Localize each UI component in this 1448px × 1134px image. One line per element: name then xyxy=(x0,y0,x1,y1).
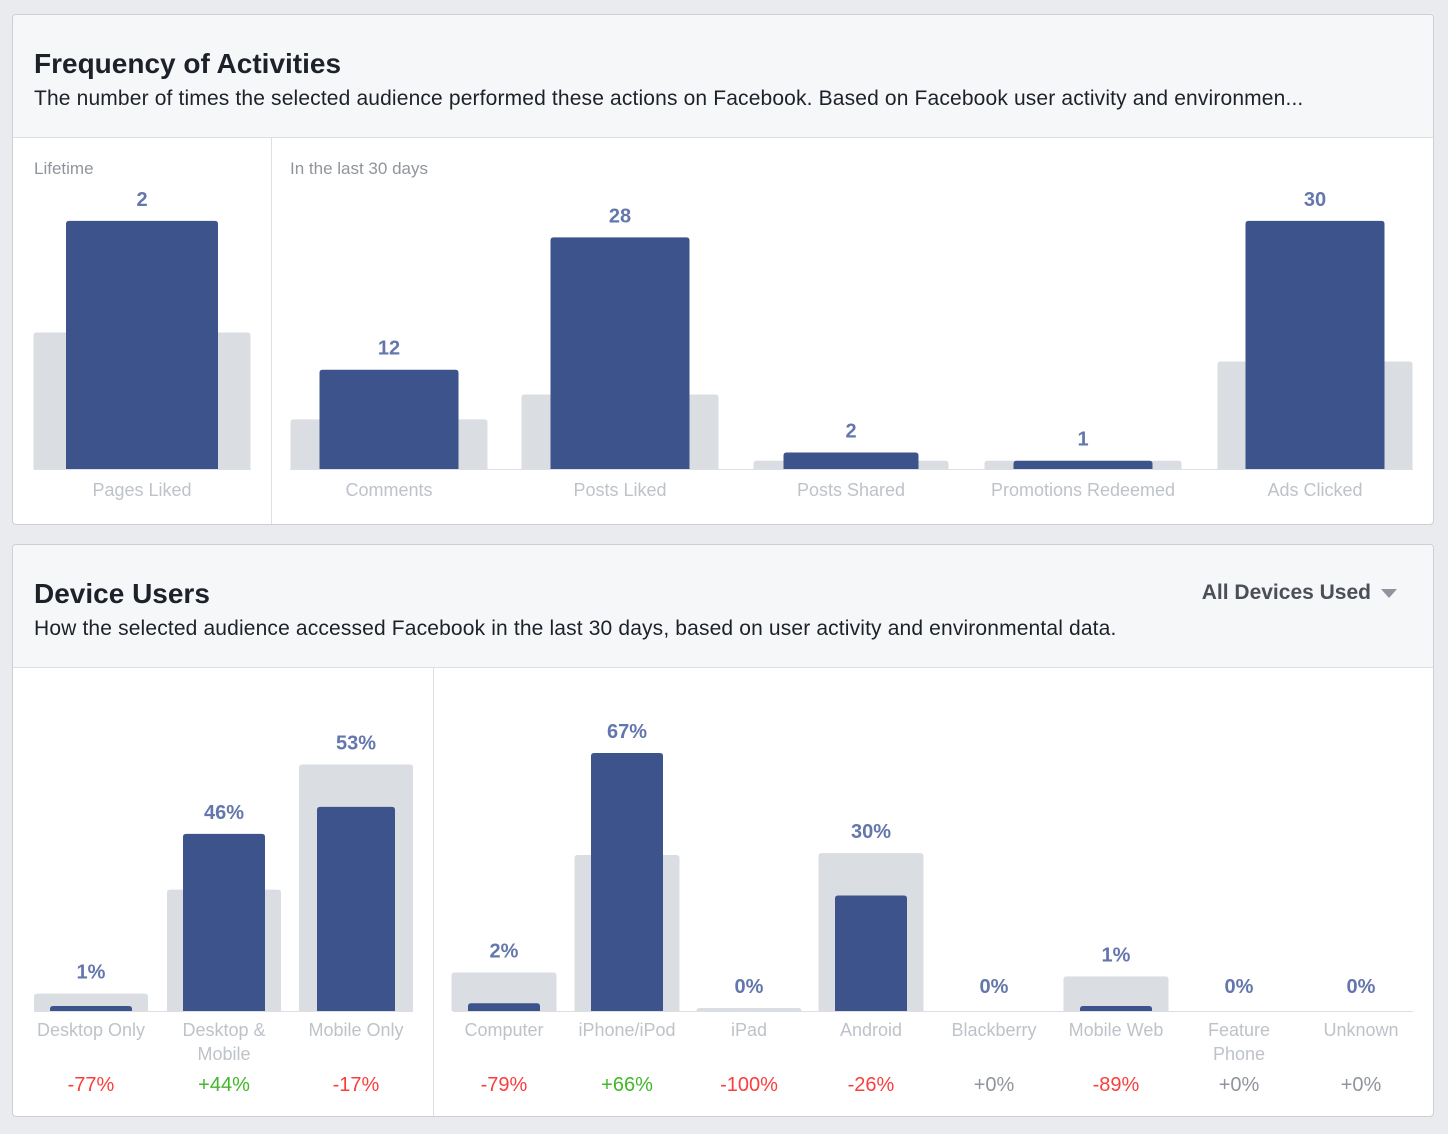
change-label-mobile-web: -89% xyxy=(1093,1074,1140,1096)
frequency-chart: 2 Pages Liked 12 Comments 28 Posts Liked 2 Post… xyxy=(33,189,1413,500)
category-label-android: Android xyxy=(840,1020,902,1040)
value-label-mobile-only: 53% xyxy=(336,733,376,755)
device-divider xyxy=(433,668,434,1116)
value-label-feature-phone: 0% xyxy=(1225,976,1254,998)
bar-computer[interactable] xyxy=(468,1003,540,1011)
value-label-posts-liked: 28 xyxy=(609,205,631,227)
category-label-mobile-web: Mobile Web xyxy=(1069,1020,1164,1040)
change-label-unknown: +0% xyxy=(1341,1074,1382,1096)
avg-bar-ipad xyxy=(696,1008,802,1011)
value-label-iphone-ipod: 67% xyxy=(607,721,647,743)
category-label-blackberry: Blackberry xyxy=(951,1020,1036,1040)
category-label-ads-clicked: Ads Clicked xyxy=(1267,480,1362,500)
category-label-desktop-mobile: Desktop & xyxy=(182,1020,265,1040)
frequency-header: Frequency of Activities The number of ti… xyxy=(13,15,1433,138)
bar-posts-liked[interactable] xyxy=(550,237,690,469)
device-card: Device Users How the selected audience a… xyxy=(12,544,1434,1117)
bar-pages-liked[interactable] xyxy=(66,220,218,469)
category-label-feature-phone: Feature xyxy=(1208,1020,1270,1040)
value-label-ads-clicked: 30 xyxy=(1304,189,1326,211)
avg-bar-mobile-web xyxy=(1063,976,1169,1011)
value-label-computer: 2% xyxy=(490,940,519,962)
change-label-ipad: -100% xyxy=(720,1074,778,1096)
value-label-promotions-redeemed: 1 xyxy=(1077,429,1088,451)
bar-ads-clicked[interactable] xyxy=(1245,220,1385,469)
category-label-pages-liked: Pages Liked xyxy=(92,480,191,500)
category-label-promotions-redeemed: Promotions Redeemed xyxy=(991,480,1175,500)
category-label-posts-shared: Posts Shared xyxy=(797,480,905,500)
chevron-down-icon xyxy=(1381,588,1397,598)
value-label-comments: 12 xyxy=(378,338,400,360)
value-label-mobile-web: 1% xyxy=(1102,944,1131,966)
device-title: Device Users xyxy=(34,578,210,609)
bar-comments[interactable] xyxy=(319,369,459,469)
change-label-mobile-only: -17% xyxy=(333,1074,380,1096)
value-label-blackberry: 0% xyxy=(980,976,1009,998)
bar-android[interactable] xyxy=(835,895,907,1011)
change-label-iphone-ipod: +66% xyxy=(601,1074,653,1096)
change-label-desktop-mobile: +44% xyxy=(198,1074,250,1096)
frequency-divider xyxy=(271,138,272,524)
category-label-mobile-only: Mobile Only xyxy=(308,1020,403,1040)
change-label-desktop-only: -77% xyxy=(68,1074,115,1096)
value-label-desktop-mobile: 46% xyxy=(204,802,244,824)
category-label-desktop-only: Desktop Only xyxy=(37,1020,145,1040)
value-label-pages-liked: 2 xyxy=(136,189,147,211)
bar-desktop-mobile[interactable] xyxy=(183,833,265,1011)
category-label-unknown: Unknown xyxy=(1323,1020,1398,1040)
device-chart: 1% Desktop Only -77% 46% Desktop & Mobile +44%… xyxy=(34,721,1413,1096)
frequency-title: Frequency of Activities xyxy=(34,48,342,79)
bar-iphone-ipod[interactable] xyxy=(591,752,663,1011)
bar-mobile-web[interactable] xyxy=(1080,1006,1152,1011)
category-label-desktop-mobile: Mobile xyxy=(197,1044,250,1064)
bar-desktop-only[interactable] xyxy=(50,1006,132,1011)
bar-promotions-redeemed[interactable] xyxy=(1013,460,1153,469)
bar-posts-shared[interactable] xyxy=(783,452,919,469)
change-label-feature-phone: +0% xyxy=(1219,1074,1260,1096)
category-label-posts-liked: Posts Liked xyxy=(573,480,666,500)
lifetime-label: Lifetime xyxy=(34,159,94,178)
bar-mobile-only[interactable] xyxy=(317,806,395,1011)
category-label-comments: Comments xyxy=(345,480,432,500)
value-label-ipad: 0% xyxy=(735,976,764,998)
devices-dropdown-label: All Devices Used xyxy=(1201,581,1371,604)
devices-dropdown[interactable]: All Devices Used xyxy=(1202,581,1397,605)
value-label-posts-shared: 2 xyxy=(845,420,856,442)
category-label-ipad: iPad xyxy=(731,1020,767,1040)
frequency-card: Frequency of Activities The number of ti… xyxy=(12,14,1434,525)
change-label-blackberry: +0% xyxy=(974,1074,1015,1096)
last30-label: In the last 30 days xyxy=(290,159,428,178)
device-header: Device Users How the selected audience a… xyxy=(13,545,1433,668)
change-label-computer: -79% xyxy=(481,1074,528,1096)
category-label-computer: Computer xyxy=(464,1020,543,1040)
change-label-android: -26% xyxy=(848,1074,895,1096)
category-label-iphone-ipod: iPhone/iPod xyxy=(578,1020,675,1040)
avg-bar-computer xyxy=(451,972,557,1011)
value-label-android: 30% xyxy=(851,821,891,843)
category-label-feature-phone: Phone xyxy=(1213,1044,1265,1064)
value-label-desktop-only: 1% xyxy=(77,962,106,984)
value-label-unknown: 0% xyxy=(1347,976,1376,998)
